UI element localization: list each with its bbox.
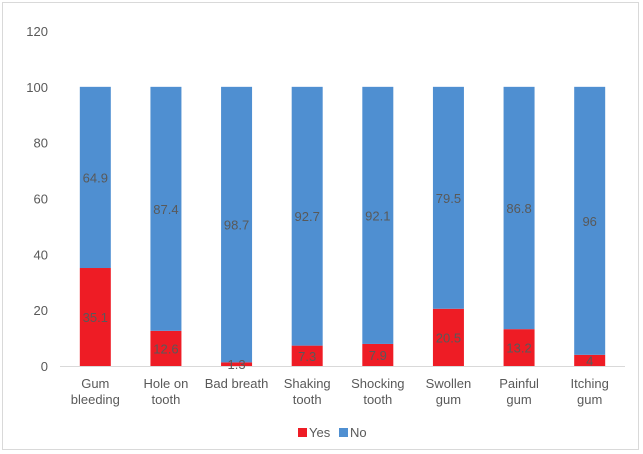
data-label-no-5: 79.5 (436, 191, 461, 206)
y-tick-label-1: 20 (34, 303, 48, 318)
bar-no-3 (291, 86, 323, 346)
bar-yes-7 (574, 354, 606, 366)
x-tick-label-4-line-1: tooth (363, 392, 392, 407)
y-tick-label-5: 100 (26, 80, 48, 95)
data-label-yes-5: 20.5 (436, 330, 461, 345)
bar-no-7 (574, 86, 606, 355)
x-tick-label-4-line-0: Shocking (351, 376, 404, 391)
x-tick-label-6-line-1: gum (506, 392, 531, 407)
legend-label-yes: Yes (309, 425, 331, 440)
x-tick-label-6-line-0: Painful (499, 376, 539, 391)
y-axis: 0 20 40 60 80 100 120 (26, 24, 48, 374)
legend-label-no: No (350, 425, 367, 440)
x-tick-label-1-line-1: tooth (151, 392, 180, 407)
y-tick-label-4: 80 (34, 136, 48, 151)
data-label-no-0: 64.9 (83, 170, 108, 185)
x-tick-label-1-line-0: Hole on (144, 376, 189, 391)
data-label-yes-4: 7.9 (369, 348, 387, 363)
legend: Yes No (298, 425, 367, 440)
data-label-no-4: 92.1 (365, 208, 390, 223)
x-tick-label-5-line-1: gum (436, 392, 461, 407)
legend-swatch-no (339, 428, 348, 437)
data-label-yes-1: 12.6 (153, 341, 178, 356)
bars (79, 86, 606, 366)
bar-yes-4 (362, 343, 394, 366)
x-tick-label-0-line-0: Gum (81, 376, 109, 391)
bar-no-1 (150, 86, 182, 331)
bar-no-4 (362, 86, 394, 344)
y-tick-label-3: 60 (34, 192, 48, 207)
legend-swatch-yes (298, 428, 307, 437)
y-tick-label-0: 0 (41, 359, 48, 374)
data-label-no-3: 92.7 (295, 209, 320, 224)
y-tick-label-6: 120 (26, 24, 48, 39)
data-label-yes-6: 13.2 (506, 341, 531, 356)
y-tick-label-2: 40 (34, 247, 48, 262)
x-tick-label-0-line-1: bleeding (71, 392, 120, 407)
bar-yes-2 (221, 362, 253, 366)
x-tick-label-3-line-1: tooth (293, 392, 322, 407)
bar-no-2 (221, 86, 253, 363)
bar-yes-0 (79, 268, 111, 366)
data-label-yes-2: 1.3 (228, 357, 246, 372)
bar-yes-1 (150, 330, 182, 366)
bar-no-6 (503, 86, 535, 330)
data-labels: 35.1 64.9 12.6 87.4 1.3 98.7 7.3 92.7 7.9 92.1 20.… (83, 170, 597, 372)
data-label-yes-7: 4 (586, 353, 593, 368)
x-tick-label-7-line-0: Itching (571, 376, 609, 391)
data-label-no-2: 98.7 (224, 218, 249, 233)
bar-yes-3 (291, 345, 323, 366)
data-label-no-7: 96 (582, 214, 596, 229)
x-tick-label-2-line-0: Bad breath (205, 376, 269, 391)
bar-yes-5 (432, 308, 464, 366)
data-label-no-6: 86.8 (506, 201, 531, 216)
data-label-yes-0: 35.1 (83, 310, 108, 325)
x-tick-label-7-line-1: gum (577, 392, 602, 407)
bar-no-5 (432, 86, 464, 309)
x-tick-label-3-line-0: Shaking (284, 376, 331, 391)
x-tick-label-5-line-0: Swollen (426, 376, 472, 391)
data-label-yes-3: 7.3 (298, 349, 316, 364)
bar-yes-6 (503, 329, 535, 366)
data-label-no-1: 87.4 (153, 202, 178, 217)
bar-no-0 (79, 86, 111, 269)
